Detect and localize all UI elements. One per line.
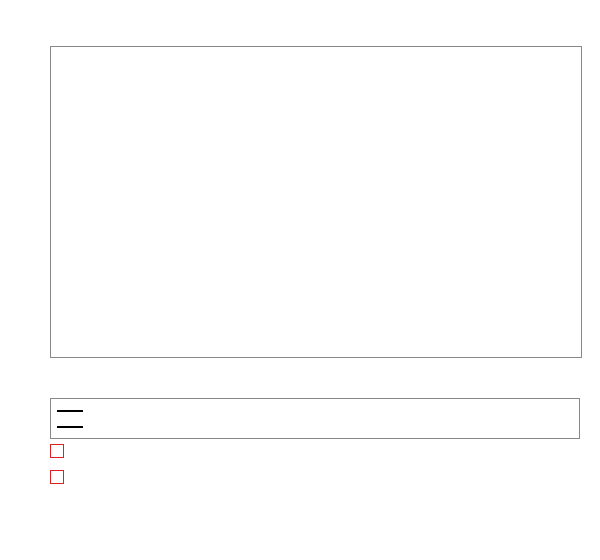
sale-row — [50, 444, 580, 458]
figure — [0, 0, 600, 560]
legend — [50, 398, 580, 439]
sale-marker-icon — [50, 470, 64, 484]
legend-item — [57, 419, 573, 435]
legend-swatch — [57, 410, 83, 412]
legend-swatch — [57, 426, 83, 428]
sale-marker-icon — [50, 444, 64, 458]
legend-item — [57, 403, 573, 419]
sale-row — [50, 470, 580, 484]
